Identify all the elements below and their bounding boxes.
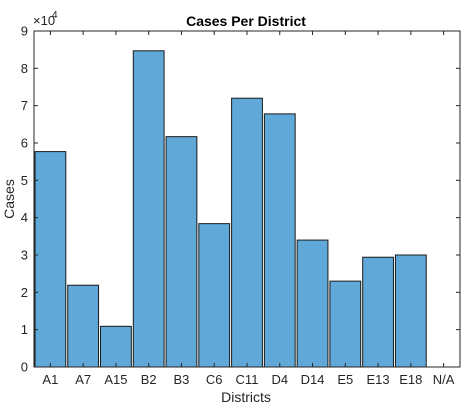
bar-e13 (362, 256, 394, 368)
bar-e5 (329, 280, 362, 368)
y-axis-label: Cases (1, 179, 17, 219)
x-tick-label: C6 (206, 372, 223, 387)
bar-b2 (132, 50, 165, 368)
x-tick-label: A7 (75, 372, 91, 387)
x-tick-label: B3 (174, 372, 190, 387)
x-tick-label: N/A (433, 372, 455, 387)
bar-d14 (296, 239, 329, 368)
bar-a15 (100, 325, 132, 368)
y-exponent-power: 4 (52, 10, 58, 21)
y-exponent-base: ×10 (33, 13, 55, 28)
x-tick-label: E5 (337, 372, 353, 387)
x-tick-label: B2 (141, 372, 157, 387)
bar-a1 (34, 151, 67, 368)
x-tick-label: A15 (104, 372, 127, 387)
y-tick-label: 3 (21, 248, 28, 263)
x-tick-label: C11 (236, 372, 259, 387)
bar-d4 (263, 113, 296, 368)
y-exponent-label: ×10 4 (33, 10, 58, 28)
x-tick-label: D14 (301, 372, 325, 387)
bar-b3 (165, 136, 198, 368)
y-tick-label: 6 (21, 136, 28, 151)
bar-c6 (198, 223, 231, 368)
plot-area: A1 A7 A15 B2 B3 C6 C11 D4 D14 E5 E13 E18 N/A 0 1 2 3 4 5 6 7… (21, 24, 461, 387)
bar-a7 (67, 284, 100, 368)
bar-e18 (394, 254, 427, 368)
y-tick-label: 7 (21, 98, 28, 113)
x-tick-label: D4 (271, 372, 288, 387)
y-tick-label: 5 (21, 173, 28, 188)
x-tick-label: E18 (399, 372, 422, 387)
y-tick-label: 0 (21, 360, 28, 375)
y-tick-label: 2 (21, 285, 28, 300)
y-tick-label: 9 (21, 24, 28, 39)
y-tick-label: 1 (21, 322, 28, 337)
bar-c11 (231, 97, 263, 368)
x-axis-label: Districts (221, 389, 271, 405)
x-tick-label: E13 (367, 372, 390, 387)
y-tick-label: 8 (21, 61, 28, 76)
x-tick-label: A1 (42, 372, 58, 387)
chart-title: Cases Per District (186, 13, 306, 29)
y-tick-label: 4 (21, 210, 28, 225)
